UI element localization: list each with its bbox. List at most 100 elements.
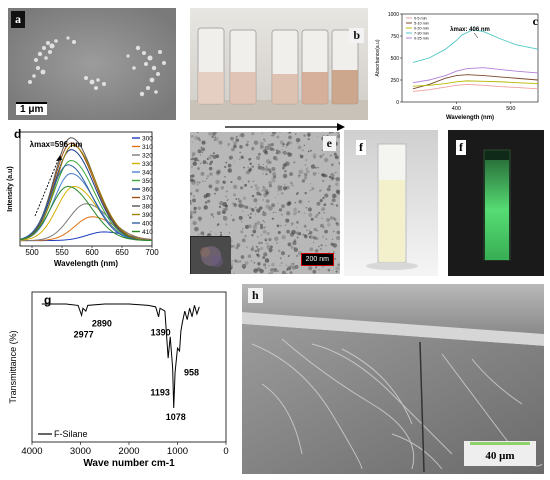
tem-particle bbox=[321, 207, 326, 212]
tem-particle bbox=[247, 214, 250, 216]
tem-particle bbox=[271, 203, 275, 208]
scale-bar-h: 40 μm bbox=[464, 441, 536, 466]
tem-particle bbox=[197, 206, 202, 210]
peak-label-1390: 1390 bbox=[151, 328, 171, 338]
tem-particle bbox=[204, 201, 208, 204]
tem-particle bbox=[260, 223, 263, 227]
tem-particle bbox=[238, 199, 242, 204]
tem-particle bbox=[197, 216, 203, 221]
tem-particle bbox=[256, 248, 261, 252]
tem-particle bbox=[206, 177, 208, 180]
tem-particle bbox=[253, 140, 256, 143]
tem-particle bbox=[320, 244, 323, 247]
panel-g-ftir-chart: 4000 3000 2000 1000 0 Wave number cm-1 Transmi… bbox=[4, 284, 234, 476]
tem-particle bbox=[235, 198, 238, 200]
tem-particle bbox=[277, 230, 281, 235]
tem-particle bbox=[323, 203, 327, 207]
tem-particle bbox=[320, 189, 322, 191]
tem-particle bbox=[305, 207, 308, 209]
tem-particle bbox=[190, 134, 194, 138]
tem-particle bbox=[281, 235, 286, 240]
tem-particle bbox=[255, 186, 260, 191]
tem-particle bbox=[259, 141, 264, 146]
tem-particle bbox=[331, 163, 334, 166]
tem-particle bbox=[227, 163, 232, 168]
tem-particle bbox=[233, 141, 237, 146]
panel-b-vials-photo: b bbox=[190, 8, 368, 120]
panel-label-a: a bbox=[11, 11, 25, 28]
tem-particle bbox=[251, 245, 254, 248]
tem-particle bbox=[327, 222, 331, 227]
tem-particle bbox=[191, 180, 196, 185]
tem-particle bbox=[217, 174, 219, 176]
plot-frame-d bbox=[19, 131, 153, 247]
series-line-c bbox=[412, 74, 539, 90]
xtick-label-g: 4000 bbox=[21, 446, 42, 457]
tem-particle bbox=[238, 260, 242, 263]
tem-particle bbox=[271, 132, 277, 135]
tem-particle bbox=[264, 140, 266, 142]
scale-bar-h-line bbox=[470, 442, 530, 445]
tem-particle bbox=[223, 215, 225, 218]
tem-particle bbox=[190, 210, 193, 213]
tem-particle bbox=[295, 220, 299, 224]
tem-particle bbox=[265, 199, 270, 203]
tem-particle bbox=[264, 267, 267, 269]
tem-particle bbox=[284, 224, 287, 226]
tem-particle bbox=[308, 200, 310, 203]
tem-particle bbox=[301, 179, 306, 183]
tem-particle bbox=[256, 155, 261, 160]
tem-particle bbox=[230, 214, 233, 216]
tem-particle bbox=[279, 257, 282, 260]
tem-particle bbox=[286, 229, 290, 234]
tem-particle bbox=[335, 177, 340, 182]
lambda-max-annotation-d: λmax=596 nm bbox=[30, 140, 83, 149]
tem-particle bbox=[239, 145, 243, 149]
tem-particle bbox=[200, 146, 203, 149]
tem-particle bbox=[330, 242, 334, 246]
tem-particle bbox=[299, 200, 302, 203]
tem-particle bbox=[287, 242, 292, 247]
tem-particle bbox=[209, 172, 213, 176]
tem-particle bbox=[312, 269, 317, 274]
tem-particle bbox=[198, 181, 201, 184]
tem-particle bbox=[210, 230, 212, 233]
panel-label-e: e bbox=[322, 136, 336, 151]
tem-particle bbox=[242, 204, 247, 209]
tem-particle bbox=[264, 145, 270, 151]
tem-particle bbox=[225, 190, 228, 193]
ylabel-g: Transmittance (%) bbox=[8, 330, 18, 403]
tem-particle bbox=[317, 172, 320, 174]
tem-particle bbox=[313, 236, 318, 240]
tem-particle bbox=[263, 263, 267, 267]
xlabel-d: Wavelength (nm) bbox=[54, 259, 118, 268]
tem-particle bbox=[218, 205, 222, 208]
xtick-label-g: 2000 bbox=[118, 446, 139, 457]
tem-particle bbox=[333, 251, 335, 253]
tem-particle bbox=[192, 198, 196, 203]
tem-particle bbox=[284, 169, 287, 173]
tem-particle bbox=[191, 157, 195, 161]
tem-particle bbox=[209, 193, 212, 196]
tem-particle bbox=[280, 262, 283, 264]
tem-particle bbox=[267, 272, 271, 274]
peak-label-1193: 1193 bbox=[150, 388, 170, 398]
tem-particle bbox=[235, 137, 237, 139]
tem-particle bbox=[280, 251, 286, 256]
tem-particle bbox=[325, 238, 328, 240]
tem-particle bbox=[278, 249, 281, 253]
tem-particle bbox=[236, 135, 238, 138]
tem-particle bbox=[201, 151, 204, 154]
tem-particle bbox=[333, 204, 335, 206]
tem-particle bbox=[312, 241, 315, 244]
tem-particle bbox=[232, 141, 235, 143]
tem-particle bbox=[287, 255, 290, 257]
legend-entry-d: 330 bbox=[142, 161, 153, 168]
tem-particle bbox=[196, 183, 200, 186]
tem-particle bbox=[196, 132, 199, 134]
tem-particle bbox=[295, 231, 300, 235]
tem-particle bbox=[318, 211, 321, 214]
panel-label-f-daylight: f bbox=[356, 140, 366, 155]
trend-arrowhead-d bbox=[56, 155, 62, 161]
tem-particle bbox=[259, 268, 264, 274]
